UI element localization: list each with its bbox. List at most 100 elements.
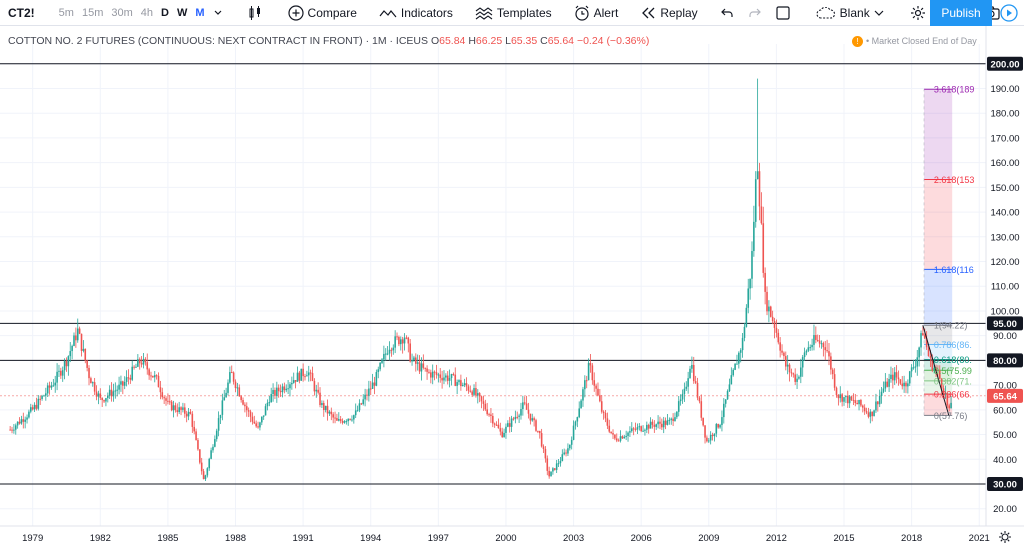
candle-body bbox=[426, 368, 428, 372]
candle-body bbox=[431, 371, 434, 378]
candle-body bbox=[935, 368, 937, 370]
candle-body bbox=[897, 377, 900, 380]
candle-body bbox=[225, 392, 227, 398]
fib-level-label: 0.618(80. bbox=[934, 355, 972, 365]
candle-body bbox=[31, 407, 34, 410]
candle-body bbox=[46, 385, 49, 394]
axis-settings-gear-icon[interactable] bbox=[999, 531, 1011, 543]
alert-button[interactable]: Alert bbox=[569, 0, 624, 26]
candle-body bbox=[292, 380, 295, 383]
candle-body bbox=[687, 378, 689, 387]
interval-5m[interactable]: 5m bbox=[58, 6, 74, 19]
candle-body bbox=[33, 404, 36, 410]
candle-body bbox=[773, 320, 776, 328]
templates-button[interactable]: Templates bbox=[470, 0, 557, 26]
candle-body bbox=[621, 436, 624, 439]
candle-body bbox=[882, 388, 885, 392]
candle-body bbox=[623, 436, 626, 439]
interval-week[interactable]: W bbox=[176, 6, 188, 19]
candle-body bbox=[18, 421, 21, 424]
candle-body bbox=[236, 387, 239, 389]
fullscreen-toggle[interactable] bbox=[771, 0, 799, 26]
candle-body bbox=[217, 418, 220, 431]
add-circle-icon bbox=[287, 4, 304, 21]
indicators-button[interactable]: Indicators bbox=[374, 0, 458, 26]
candle-body bbox=[122, 381, 124, 386]
interval-day[interactable]: D bbox=[161, 6, 169, 19]
settings-button[interactable] bbox=[905, 0, 935, 26]
redo-button[interactable] bbox=[743, 0, 771, 26]
time-tick-label: 1994 bbox=[360, 533, 381, 544]
chevron-down-icon bbox=[214, 10, 221, 15]
candle-body bbox=[604, 412, 607, 419]
fib-level-label: 0.5(75.99 bbox=[934, 366, 972, 376]
candle-body bbox=[884, 381, 887, 389]
candle-body bbox=[430, 372, 432, 378]
interval-4h[interactable]: 4h bbox=[140, 6, 154, 19]
alert-label: Alert bbox=[593, 5, 619, 20]
candle-body bbox=[326, 405, 329, 414]
fib-level-label: 3.618(189 bbox=[934, 85, 975, 95]
candle-body bbox=[602, 411, 605, 413]
candle-body bbox=[475, 388, 477, 396]
candle-body bbox=[99, 393, 102, 398]
interval-30m[interactable]: 30m bbox=[111, 6, 133, 19]
interval-dropdown[interactable] bbox=[209, 0, 231, 26]
interval-15m[interactable]: 15m bbox=[81, 6, 104, 19]
candle-body bbox=[369, 388, 372, 390]
candle-body bbox=[249, 411, 252, 417]
publish-button[interactable]: Publish bbox=[930, 0, 992, 26]
candle-body bbox=[424, 367, 427, 369]
price-tick-label: 180.00 bbox=[990, 109, 1019, 120]
candle-body bbox=[245, 406, 248, 411]
candle-body bbox=[454, 374, 457, 386]
candle-body bbox=[388, 349, 391, 354]
candle-body bbox=[110, 389, 113, 397]
time-tick-label: 2021 bbox=[969, 533, 990, 544]
candle-body bbox=[50, 385, 53, 388]
candle-body bbox=[944, 392, 947, 395]
candle-body bbox=[677, 401, 680, 412]
candle-body bbox=[809, 347, 812, 349]
candle-body bbox=[786, 364, 789, 367]
symbol-search[interactable]: CT2! bbox=[8, 5, 35, 20]
candle-body bbox=[587, 362, 590, 381]
market-status-text: • Market Closed End of Day bbox=[866, 36, 977, 46]
candle-body bbox=[242, 400, 244, 405]
price-chart[interactable]: 0(57.76) 0.236(66. 0.382(71.0.5(75.990.618… bbox=[0, 26, 1024, 546]
candle-body bbox=[920, 333, 922, 348]
candle-body bbox=[625, 435, 627, 437]
candle-body bbox=[582, 389, 584, 401]
candle-body bbox=[392, 347, 395, 351]
candle-body bbox=[831, 369, 834, 375]
candle-body bbox=[940, 378, 943, 389]
candle-body bbox=[520, 409, 522, 416]
market-status[interactable]: ! • Market Closed End of Day bbox=[852, 36, 977, 47]
square-icon bbox=[776, 5, 790, 20]
candle-body bbox=[537, 430, 539, 432]
candle-body bbox=[576, 417, 579, 422]
candle-body bbox=[835, 387, 838, 396]
candle-body bbox=[555, 463, 558, 470]
replay-label: Replay bbox=[660, 5, 698, 20]
replay-button[interactable]: Replay bbox=[635, 0, 702, 26]
candle-body bbox=[850, 396, 853, 400]
candle-body bbox=[854, 400, 857, 404]
candle-body bbox=[617, 440, 620, 442]
layout-button[interactable]: Blank bbox=[811, 0, 893, 26]
chart-type-button[interactable] bbox=[243, 0, 271, 26]
candle-body bbox=[35, 404, 38, 409]
candle-body bbox=[347, 418, 349, 422]
candle-body bbox=[373, 382, 376, 386]
interval-month[interactable]: M bbox=[195, 6, 205, 19]
compare-button[interactable]: Compare bbox=[283, 0, 362, 26]
undo-button[interactable] bbox=[715, 0, 743, 26]
candle-body bbox=[150, 375, 152, 377]
indicators-label: Indicators bbox=[400, 5, 453, 20]
candle-body bbox=[676, 411, 678, 418]
candle-body bbox=[276, 387, 278, 396]
candle-body bbox=[922, 333, 924, 336]
play-button[interactable] bbox=[994, 0, 1024, 26]
indicators-icon bbox=[379, 9, 397, 17]
candle-body bbox=[76, 328, 79, 341]
